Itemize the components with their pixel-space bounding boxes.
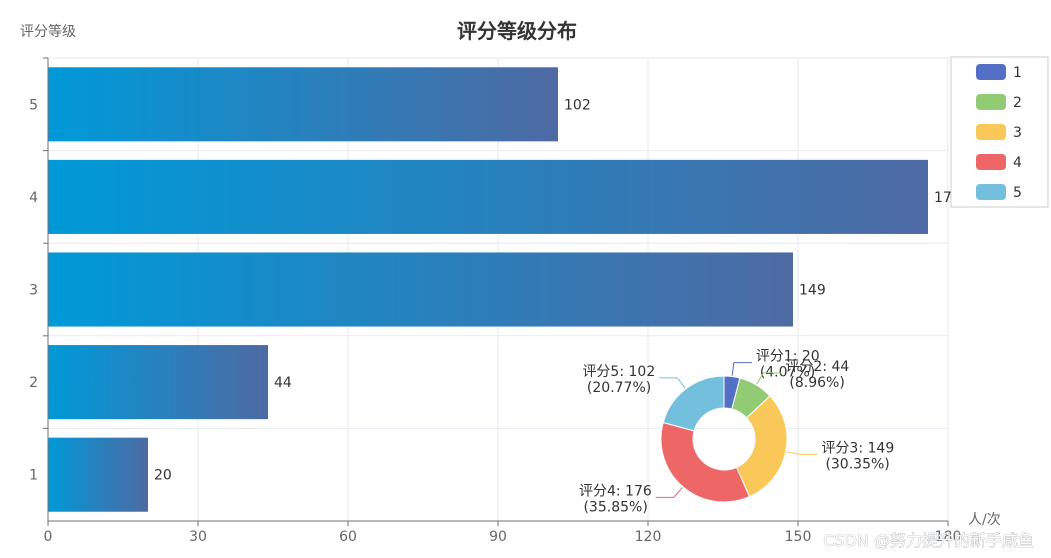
legend-label: 1 xyxy=(1013,65,1022,81)
bar xyxy=(48,159,928,234)
y-tick-label: 3 xyxy=(29,283,38,299)
x-tick-label: 120 xyxy=(635,529,662,545)
bar-value-label: 149 xyxy=(799,283,826,299)
pie-slice xyxy=(662,375,725,432)
pie-slice-percent: (8.96%) xyxy=(789,375,844,391)
legend-swatch xyxy=(976,154,1006,170)
bar xyxy=(48,252,793,327)
y-tick-label: 1 xyxy=(29,468,38,484)
donut-chart: 评分1: 20(4.07%)评分2: 44(8.96%) 评分3: 149(30.… xyxy=(579,349,894,516)
pie-slice-percent: (4.07%) xyxy=(760,365,815,381)
y-tick-label: 2 xyxy=(29,375,38,391)
pie-label-line xyxy=(655,487,683,498)
x-tick-label: 180 xyxy=(935,529,962,545)
chart-title: 评分等级分布 xyxy=(457,19,577,43)
x-tick-label: 0 xyxy=(44,529,53,545)
bar-value-label: 20 xyxy=(154,468,172,484)
x-tick-label: 30 xyxy=(189,529,207,545)
bar xyxy=(48,345,268,420)
pie-slice-label: 评分2: 44 xyxy=(785,359,849,375)
legend-swatch xyxy=(976,94,1006,110)
legend-label: 5 xyxy=(1013,185,1022,201)
legend-label: 3 xyxy=(1013,125,1022,141)
pie-slice-label: 评分1: 20 xyxy=(756,349,820,365)
x-axis-name: 人/次 xyxy=(968,512,1001,528)
legend-swatch xyxy=(976,64,1006,80)
x-tick-label: 150 xyxy=(785,529,812,545)
pie-label-line xyxy=(659,377,686,389)
x-tick-label: 90 xyxy=(489,529,507,545)
pie-label-line xyxy=(756,372,782,385)
legend-swatch xyxy=(976,124,1006,140)
bar xyxy=(48,437,148,512)
pie-slice xyxy=(660,421,751,503)
axes: 1 2 3 4 5 0 30 60 90 120 150 180 xyxy=(29,57,962,545)
y-tick-label: 4 xyxy=(29,190,38,206)
pie-slice-label: 评分5: 102 xyxy=(582,364,655,380)
y-axis-name: 评分等级 xyxy=(20,23,76,40)
x-tick-label: 60 xyxy=(339,529,357,545)
legend: 1 2 3 4 5 xyxy=(950,56,1049,208)
pie-slice-percent: (35.85%) xyxy=(583,499,647,515)
pie-slice xyxy=(735,395,788,498)
legend-swatch xyxy=(976,184,1006,200)
pie-slice-percent: (20.77%) xyxy=(587,380,651,396)
watermark: CSDN @努力提升的新手咸鱼 xyxy=(823,531,1034,550)
y-tick-label: 5 xyxy=(29,97,38,113)
pie-slice-percent: (30.35%) xyxy=(825,456,889,472)
legend-label: 2 xyxy=(1013,95,1022,111)
pie-label-line xyxy=(731,362,752,376)
legend-label: 4 xyxy=(1013,155,1022,171)
bar-value-label: 102 xyxy=(564,97,591,113)
bar-value-label: 44 xyxy=(274,375,292,391)
bar xyxy=(48,67,558,142)
pie-label-line xyxy=(786,451,818,455)
pie-slice-label: 评分3: 149 xyxy=(821,440,894,456)
pie-slice-label: 评分4: 176 xyxy=(579,483,652,499)
